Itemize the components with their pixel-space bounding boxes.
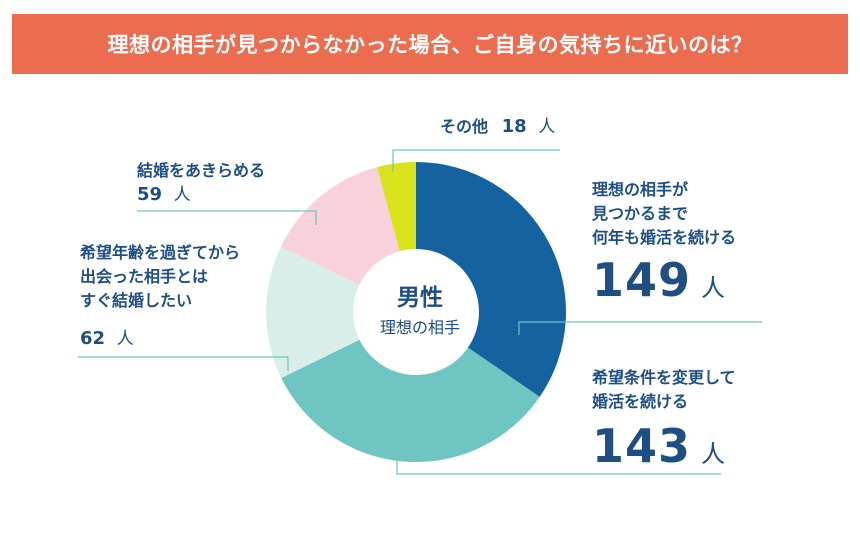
label-giveup-count: 59 bbox=[137, 184, 163, 205]
label-keep-line2: 見つかるまで bbox=[592, 204, 689, 223]
label-age-unit: 人 bbox=[116, 329, 134, 349]
label-change-line1: 希望条件を変更して bbox=[592, 368, 736, 387]
label-age-line2: 出会った相手とは bbox=[80, 267, 209, 286]
slice-marry-quickly bbox=[266, 246, 360, 378]
label-other-unit: 人 bbox=[538, 117, 556, 137]
label-other: その他 18 人 bbox=[440, 115, 555, 139]
label-giveup-text: 結婚をあきらめる bbox=[137, 161, 266, 180]
label-age: 希望年齢を過ぎてから 出会った相手とは すぐ結婚したい 62 人 bbox=[80, 241, 240, 351]
center-label-main: 男性 bbox=[397, 285, 443, 311]
slice-change-conditions bbox=[281, 339, 540, 463]
label-change-unit: 人 bbox=[701, 440, 726, 468]
label-keep: 理想の相手が 見つかるまで 何年も婚活を続ける 149 人 bbox=[592, 178, 736, 317]
label-giveup: 結婚をあきらめる 59 人 bbox=[137, 159, 265, 207]
label-other-count: 18 bbox=[501, 116, 527, 137]
slice-other bbox=[377, 162, 416, 252]
leader-giveup bbox=[137, 210, 317, 225]
label-keep-line3: 何年も婚活を続ける bbox=[592, 228, 737, 247]
title-banner: 理想の相手が見つからなかった場合、ご自身の気持ちに近いのは？ bbox=[12, 14, 848, 74]
label-giveup-unit: 人 bbox=[173, 185, 191, 205]
label-keep-line1: 理想の相手が bbox=[592, 180, 689, 199]
leader-keep bbox=[518, 321, 762, 335]
label-change: 希望条件を変更して 婚活を続ける 143 人 bbox=[592, 366, 736, 483]
label-change-line2: 婚活を続ける bbox=[592, 392, 689, 411]
center-label-sub: 理想の相手 bbox=[379, 318, 460, 337]
leader-change bbox=[396, 440, 721, 475]
label-age-line3: すぐ結婚したい bbox=[80, 291, 193, 310]
slice-keep-searching bbox=[416, 162, 567, 397]
slice-give-up bbox=[280, 167, 400, 285]
leader-other bbox=[392, 149, 560, 172]
chart-title: 理想の相手が見つからなかった場合、ご自身の気持ちに近いのは？ bbox=[107, 33, 753, 57]
label-age-line1: 希望年齢を過ぎてから bbox=[80, 243, 241, 262]
label-change-count: 143 bbox=[592, 419, 692, 473]
leader-age bbox=[78, 356, 289, 371]
label-age-count: 62 bbox=[80, 328, 106, 349]
label-keep-count: 149 bbox=[592, 253, 692, 307]
label-other-text: その他 bbox=[440, 117, 489, 136]
label-keep-unit: 人 bbox=[701, 274, 726, 302]
